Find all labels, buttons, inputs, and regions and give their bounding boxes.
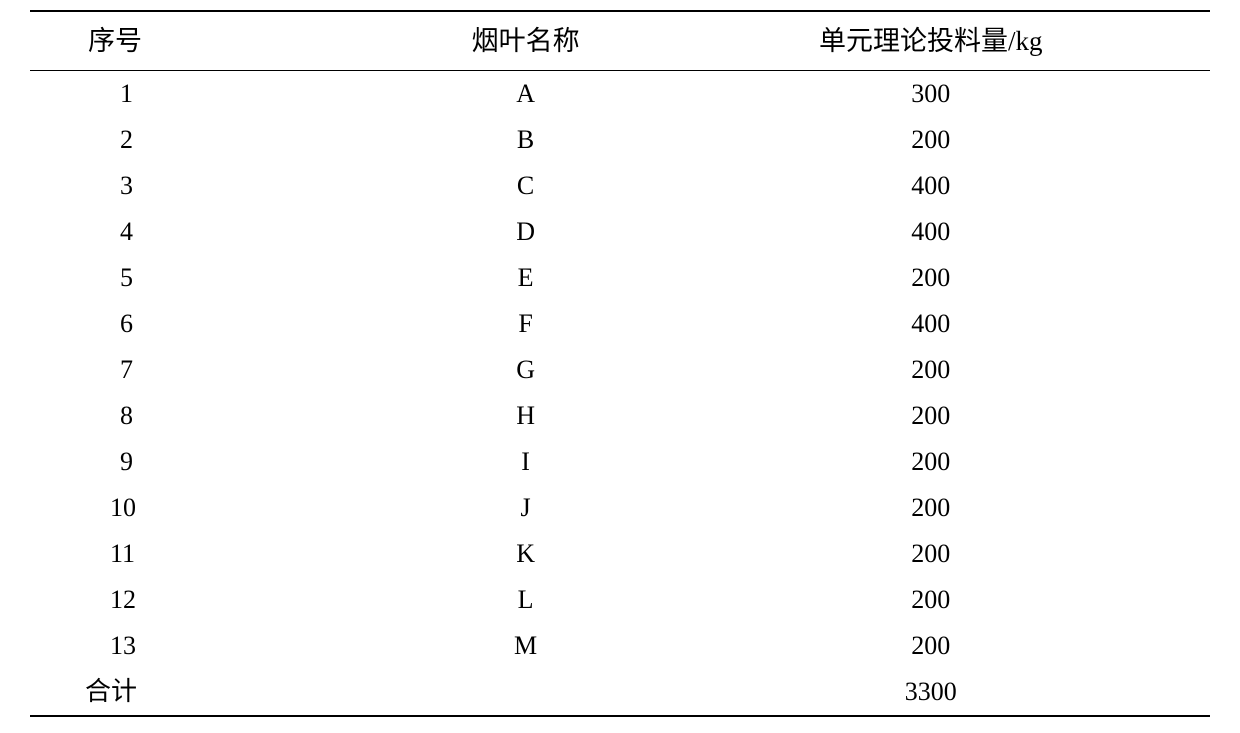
header-index: 序号 xyxy=(30,11,290,71)
table-row: 10 J 200 xyxy=(30,485,1210,531)
cell-amount: 200 xyxy=(762,577,1210,623)
table-header-row: 序号 烟叶名称 单元理论投料量/kg xyxy=(30,11,1210,71)
cell-index: 6 xyxy=(30,301,290,347)
cell-name: E xyxy=(290,255,762,301)
cell-index: 10 xyxy=(30,485,290,531)
table-row: 5 E 200 xyxy=(30,255,1210,301)
cell-amount: 200 xyxy=(762,439,1210,485)
cell-amount: 400 xyxy=(762,301,1210,347)
cell-amount: 200 xyxy=(762,393,1210,439)
cell-name: J xyxy=(290,485,762,531)
cell-name: D xyxy=(290,209,762,255)
table-row: 2 B 200 xyxy=(30,117,1210,163)
cell-amount: 200 xyxy=(762,623,1210,669)
cell-name: H xyxy=(290,393,762,439)
data-table-container: 序号 烟叶名称 单元理论投料量/kg 1 A 300 2 B 200 3 C 4… xyxy=(30,10,1210,717)
cell-name: G xyxy=(290,347,762,393)
header-name: 烟叶名称 xyxy=(290,11,762,71)
table-row: 11 K 200 xyxy=(30,531,1210,577)
cell-name: I xyxy=(290,439,762,485)
cell-amount: 400 xyxy=(762,209,1210,255)
cell-total-amount: 3300 xyxy=(762,669,1210,716)
cell-index: 12 xyxy=(30,577,290,623)
table-body: 1 A 300 2 B 200 3 C 400 4 D 400 5 E xyxy=(30,71,1210,717)
cell-index: 3 xyxy=(30,163,290,209)
table-row: 3 C 400 xyxy=(30,163,1210,209)
cell-index: 2 xyxy=(30,117,290,163)
cell-amount: 200 xyxy=(762,117,1210,163)
table-total-row: 合计 3300 xyxy=(30,669,1210,716)
cell-index: 4 xyxy=(30,209,290,255)
cell-name: B xyxy=(290,117,762,163)
cell-amount: 200 xyxy=(762,485,1210,531)
table-row: 4 D 400 xyxy=(30,209,1210,255)
cell-name: A xyxy=(290,71,762,118)
data-table: 序号 烟叶名称 单元理论投料量/kg 1 A 300 2 B 200 3 C 4… xyxy=(30,10,1210,717)
cell-amount: 200 xyxy=(762,255,1210,301)
cell-amount: 400 xyxy=(762,163,1210,209)
table-row: 13 M 200 xyxy=(30,623,1210,669)
cell-total-label: 合计 xyxy=(30,669,290,716)
table-row: 12 L 200 xyxy=(30,577,1210,623)
table-row: 6 F 400 xyxy=(30,301,1210,347)
cell-name: L xyxy=(290,577,762,623)
table-row: 9 I 200 xyxy=(30,439,1210,485)
cell-index: 1 xyxy=(30,71,290,118)
cell-index: 13 xyxy=(30,623,290,669)
cell-index: 5 xyxy=(30,255,290,301)
cell-name: M xyxy=(290,623,762,669)
cell-amount: 200 xyxy=(762,531,1210,577)
table-row: 7 G 200 xyxy=(30,347,1210,393)
cell-name: F xyxy=(290,301,762,347)
cell-index: 9 xyxy=(30,439,290,485)
cell-name: K xyxy=(290,531,762,577)
header-amount: 单元理论投料量/kg xyxy=(762,11,1210,71)
cell-amount: 300 xyxy=(762,71,1210,118)
cell-total-empty xyxy=(290,669,762,716)
cell-index: 7 xyxy=(30,347,290,393)
cell-index: 11 xyxy=(30,531,290,577)
cell-amount: 200 xyxy=(762,347,1210,393)
table-row: 8 H 200 xyxy=(30,393,1210,439)
table-row: 1 A 300 xyxy=(30,71,1210,118)
cell-name: C xyxy=(290,163,762,209)
cell-index: 8 xyxy=(30,393,290,439)
